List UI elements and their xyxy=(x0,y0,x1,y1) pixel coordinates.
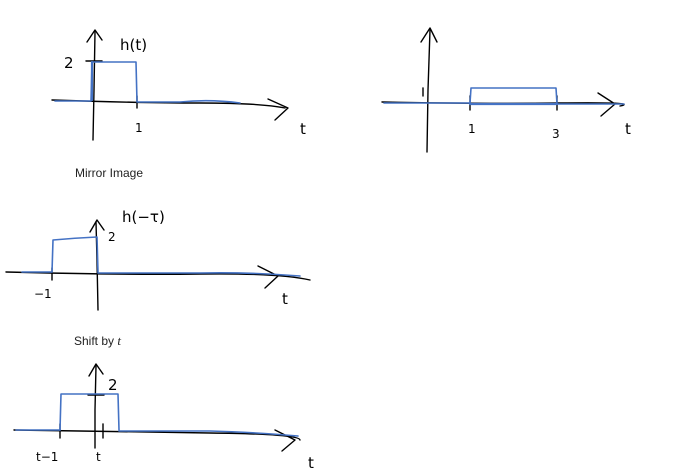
x-tick-label-2a: 1 xyxy=(468,122,476,136)
caption-shift: Shift by t xyxy=(74,333,121,349)
signal-pulse-1 xyxy=(54,61,241,104)
sketch-mirror: h(−τ) 2 −1 t xyxy=(5,208,311,311)
sketch-shift: 2 t−1 t t xyxy=(13,363,314,472)
x-tick-label-3: −1 xyxy=(34,287,52,301)
y-axis-arrow-4 xyxy=(88,363,104,377)
x-axis-arrow-3 xyxy=(257,265,279,289)
axis-var-4: t xyxy=(308,454,314,472)
y-axis-2 xyxy=(426,29,431,153)
y-tick-label-4: 2 xyxy=(108,376,118,394)
y-axis-arrow-2 xyxy=(420,27,438,43)
y-axis-arrow-1 xyxy=(86,29,103,43)
x-axis-arrow-1 xyxy=(267,98,289,121)
axis-var-3: t xyxy=(282,290,288,308)
signal-baseline-3b xyxy=(97,272,301,277)
x-axis-3 xyxy=(5,271,311,281)
axis-var-2: t xyxy=(625,120,631,138)
x-axis-arrow-4 xyxy=(274,429,296,452)
signal-pulse-4 xyxy=(59,393,120,431)
x-tick-label-4b: t xyxy=(96,450,101,464)
signal-pulse-3 xyxy=(51,236,99,273)
axis-var-1: t xyxy=(300,120,306,138)
y-tick-label-1: 2 xyxy=(64,54,74,72)
y-axis-arrow-3 xyxy=(89,219,105,233)
x-tick-label-4a: t−1 xyxy=(36,450,58,464)
caption-mirror-text: Mirror Image xyxy=(75,166,144,180)
label-h-of-t: h(t) xyxy=(120,36,147,54)
sketch-shifted-pulse: 1 3 t xyxy=(381,27,631,153)
caption-mirror-image: Mirror Image xyxy=(75,166,143,180)
signal-pulse-2 xyxy=(469,87,558,105)
signal-baseline-2 xyxy=(383,102,625,105)
x-axis-1 xyxy=(51,99,286,109)
label-h-of-minus-tau: h(−τ) xyxy=(122,208,165,226)
y-axis-1 xyxy=(92,31,96,141)
x-tick-label-1: 1 xyxy=(135,121,143,135)
sketch-h-of-t: h(t) 2 1 t xyxy=(51,29,306,141)
caption-shift-text: Shift by xyxy=(74,334,118,348)
caption-shift-var: t xyxy=(117,333,121,348)
y-axis-4 xyxy=(94,365,97,449)
y-tick-label-3: 2 xyxy=(108,230,116,244)
signal-baseline-4b xyxy=(118,430,299,437)
x-tick-label-2b: 3 xyxy=(552,127,560,141)
